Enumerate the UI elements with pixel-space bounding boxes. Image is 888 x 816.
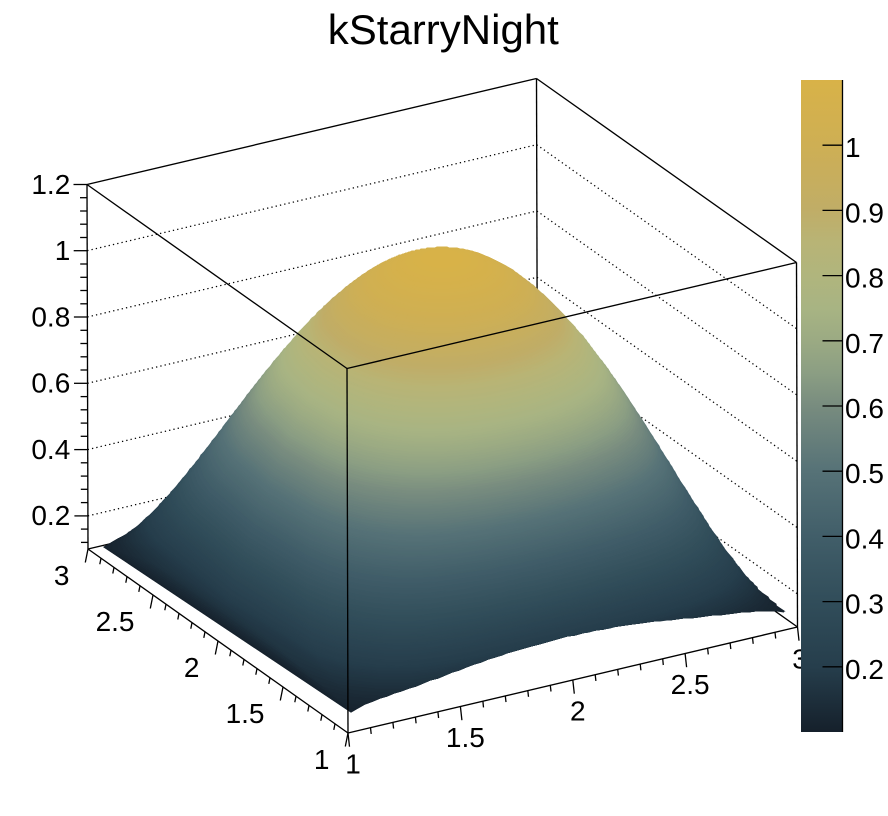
svg-text:1: 1 — [845, 132, 861, 163]
svg-text:1.5: 1.5 — [446, 722, 485, 753]
svg-text:3: 3 — [54, 560, 70, 591]
svg-text:0.4: 0.4 — [845, 523, 884, 554]
svg-text:0.8: 0.8 — [845, 263, 884, 294]
svg-text:0.2: 0.2 — [845, 654, 884, 685]
svg-text:0.8: 0.8 — [31, 301, 70, 332]
svg-text:0.6: 0.6 — [31, 368, 70, 399]
svg-text:0.3: 0.3 — [845, 589, 884, 620]
svg-text:1.2: 1.2 — [31, 169, 70, 200]
svg-text:0.4: 0.4 — [31, 434, 70, 465]
svg-text:1.5: 1.5 — [226, 698, 265, 729]
svg-text:1: 1 — [345, 749, 361, 780]
svg-text:0.6: 0.6 — [845, 393, 884, 424]
svg-text:2.5: 2.5 — [671, 669, 710, 700]
svg-text:0.2: 0.2 — [31, 500, 70, 531]
svg-text:kStarryNight: kStarryNight — [328, 6, 559, 53]
svg-text:0.7: 0.7 — [845, 328, 884, 359]
svg-text:2.5: 2.5 — [96, 606, 135, 637]
svg-text:1: 1 — [55, 235, 71, 266]
svg-text:0.9: 0.9 — [845, 197, 884, 228]
svg-text:2: 2 — [570, 696, 586, 727]
svg-text:2: 2 — [184, 652, 200, 683]
svg-text:0.5: 0.5 — [845, 458, 884, 489]
svg-text:1: 1 — [314, 744, 330, 775]
